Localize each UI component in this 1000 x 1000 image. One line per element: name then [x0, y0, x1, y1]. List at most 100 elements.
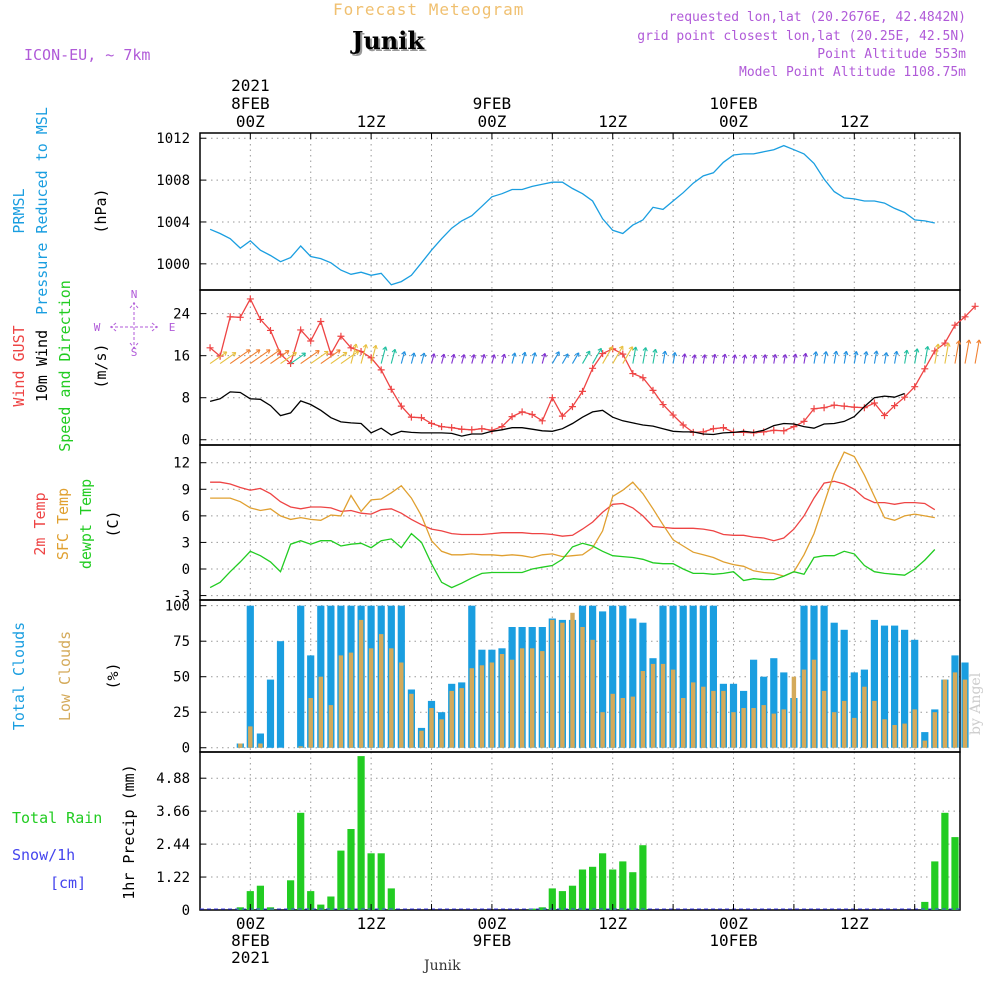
- temp-y-tick-label: 12: [173, 456, 190, 472]
- time-label-bottom: 00Z: [236, 914, 265, 933]
- wind-arrow-head: [671, 352, 678, 357]
- rain-bar: [921, 901, 929, 910]
- clouds-y-tick-label: 75: [173, 634, 190, 650]
- wind-arrow-head: [521, 351, 527, 357]
- axis-ticks: [200, 133, 916, 911]
- wind-arrow-head: [752, 354, 758, 359]
- wind-arrow-head: [843, 350, 849, 356]
- total-cloud-bar: [599, 611, 607, 748]
- gust-marker: [891, 402, 899, 410]
- wind-arrow-head: [976, 339, 982, 344]
- pressure-line: [209, 144, 935, 286]
- total-cloud-bar: [689, 605, 697, 748]
- low-clouds-label: Low Clouds: [56, 631, 74, 721]
- low-cloud-bar: [701, 686, 706, 748]
- time-label-top: 10FEB: [709, 94, 757, 113]
- low-cloud-bar: [630, 696, 635, 748]
- wind-arrow-head: [823, 351, 829, 356]
- low-cloud-bar: [600, 712, 605, 748]
- total-cloud-bar: [750, 659, 758, 748]
- precip-y-tick-label: 4.88: [156, 771, 190, 787]
- wind-y-tick-label: 16: [173, 349, 190, 365]
- low-cloud-bar: [902, 723, 907, 748]
- wind-arrow-head: [440, 353, 446, 359]
- clouds-y-tick-label: 100: [165, 599, 190, 615]
- compass-e: E: [169, 321, 176, 334]
- wind-arrow-head: [792, 353, 798, 358]
- low-cloud-bar: [791, 676, 797, 748]
- total-cloud-bar: [770, 658, 778, 748]
- time-label-bottom: 12Z: [357, 914, 386, 933]
- meteogram-title: Forecast Meteogram: [333, 0, 525, 19]
- t2m-line: [210, 480, 936, 542]
- pressure-y-tick-label: 1004: [156, 215, 190, 231]
- low-cloud-bar: [660, 663, 666, 748]
- wind-arrow-head: [924, 346, 930, 351]
- wind-arrow: [561, 353, 569, 364]
- wind-arrow: [823, 351, 827, 364]
- wind-arrow-head: [354, 350, 360, 356]
- total-cloud-bar: [246, 605, 254, 748]
- wind-arrow: [310, 350, 329, 365]
- wind-arrow-head: [762, 354, 768, 359]
- wind-arrow-head: [362, 344, 368, 349]
- wind-arrow: [743, 354, 746, 364]
- total-clouds-label: Total Clouds: [10, 622, 28, 730]
- wind-arrow: [612, 345, 624, 364]
- wind-arrow: [531, 352, 536, 364]
- time-label-top: 12Z: [840, 112, 869, 131]
- panel-frame-temp: [199, 444, 961, 601]
- gust-marker: [780, 427, 788, 435]
- total-cloud-bar: [609, 605, 617, 748]
- gust-marker: [760, 428, 768, 436]
- gust-marker: [709, 425, 717, 433]
- wind-arrow-head: [265, 349, 271, 354]
- wind-arrow: [863, 351, 868, 364]
- total-cloud-bar: [830, 622, 838, 748]
- wind-arrow-head: [460, 354, 466, 359]
- wind-arrow-head: [255, 349, 261, 354]
- wind-arrow-head: [701, 354, 707, 359]
- wind-arrow: [571, 352, 580, 364]
- low-cloud-bar: [348, 652, 354, 748]
- low-cloud-bar: [479, 665, 485, 748]
- wind-arrow-head: [555, 351, 560, 356]
- gust-marker: [568, 403, 576, 411]
- wind-arrow: [974, 339, 980, 364]
- gust-marker: [820, 404, 828, 412]
- gust-marker: [518, 408, 526, 416]
- rain-bar: [307, 891, 315, 910]
- wind-arrow: [501, 353, 506, 364]
- gust-marker: [951, 321, 959, 329]
- gust-marker: [367, 354, 375, 362]
- wind-arrow-head: [721, 353, 728, 359]
- footer-location: Junik: [424, 958, 461, 974]
- wind-arrow: [622, 346, 633, 364]
- low-cloud-bar: [670, 669, 676, 748]
- clouds-y-tick-label: 50: [173, 670, 190, 686]
- low-cloud-bar: [248, 726, 253, 748]
- gust-marker: [488, 426, 496, 434]
- gust-marker: [236, 313, 244, 321]
- wind-arrow-head: [863, 351, 869, 356]
- wind-arrow: [290, 352, 306, 365]
- rain-bar: [951, 837, 959, 910]
- compass-n: N: [131, 288, 138, 301]
- wind-arrow-head: [772, 354, 778, 359]
- rain-bar: [558, 891, 566, 910]
- rain-bar: [619, 861, 627, 910]
- low-cloud-bar: [429, 708, 434, 748]
- total-cloud-bar: [297, 605, 305, 748]
- snow-label: Snow/1h: [12, 846, 75, 864]
- gust-marker: [659, 401, 667, 409]
- wind-arrow: [420, 352, 425, 364]
- total-cloud-bar: [911, 639, 919, 748]
- wind-arrow-head: [802, 352, 808, 358]
- gust-marker: [599, 350, 607, 358]
- wind-arrow: [934, 343, 939, 364]
- rain-bar: [599, 853, 607, 910]
- total-cloud-bar: [256, 733, 264, 748]
- wind-arrow-head: [391, 348, 397, 354]
- precip-y-tick-label: 3.66: [156, 804, 190, 820]
